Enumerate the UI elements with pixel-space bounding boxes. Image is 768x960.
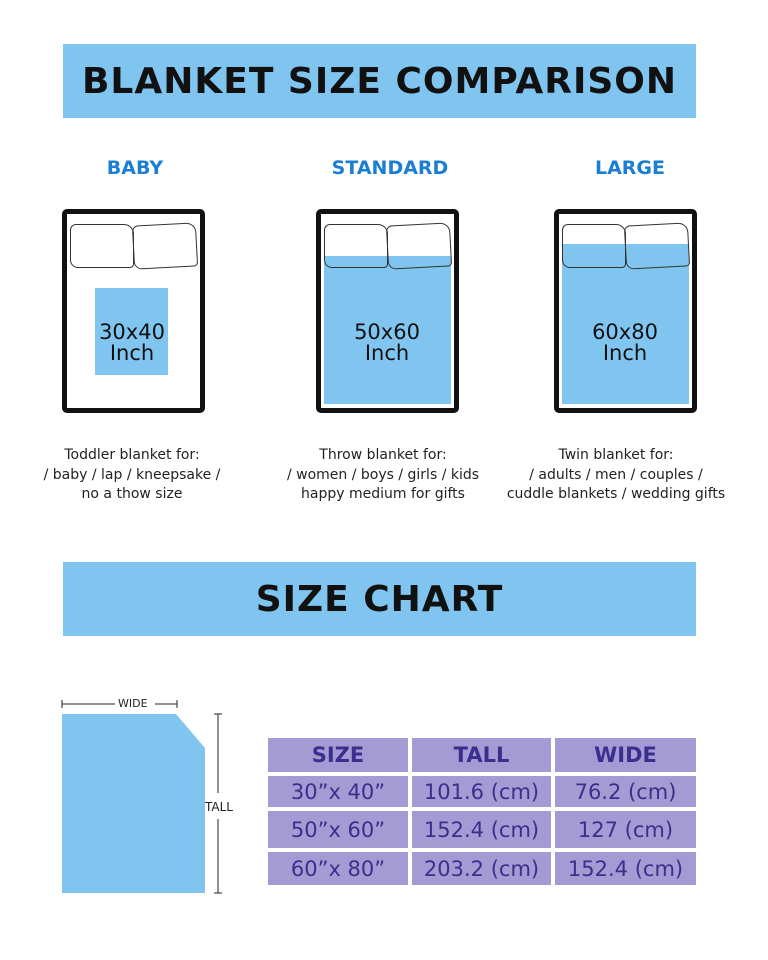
category-large: LARGE: [594, 157, 666, 179]
table-cell: 152.4 (cm): [555, 852, 696, 885]
desc-line: / baby / lap / kneepsake /: [43, 466, 221, 483]
desc-line: Twin blanket for:: [558, 447, 674, 463]
blanket-baby: [95, 288, 168, 375]
size-unit: Inch: [109, 341, 155, 365]
size-value: 50x60: [354, 320, 420, 344]
header-tall: TALL: [412, 738, 551, 772]
pillow-icon: [623, 222, 691, 270]
title-banner: BLANKET SIZE COMPARISON: [63, 44, 696, 118]
description-large: Twin blanket for: / adults / men / couple…: [486, 446, 746, 505]
size-value: 60x80: [592, 320, 658, 344]
blanket-large: [562, 244, 689, 404]
blanket-standard: [324, 256, 451, 404]
size-unit: Inch: [364, 341, 410, 365]
bed-baby: [62, 209, 205, 413]
desc-line: Toddler blanket for:: [64, 447, 200, 463]
header-size: SIZE: [268, 738, 408, 772]
bed-large: [554, 209, 697, 413]
size-chart-banner: SIZE CHART: [63, 562, 696, 636]
desc-line: cuddle blankets / wedding gifts: [506, 486, 726, 502]
table-cell: 76.2 (cm): [555, 776, 696, 807]
desc-line: / women / boys / girls / kids: [286, 466, 480, 483]
table-cell: 50”x 60”: [268, 811, 408, 848]
pillow-icon: [324, 224, 388, 268]
tall-label: TALL: [205, 800, 233, 814]
size-unit: Inch: [602, 341, 648, 365]
description-baby: Toddler blanket for: / baby / lap / kneep…: [2, 446, 262, 505]
size-label-standard: 50x60 Inch: [317, 322, 457, 364]
table-cell: 60”x 80”: [268, 852, 408, 885]
size-chart-title: SIZE CHART: [255, 578, 504, 620]
bed-standard: [316, 209, 459, 413]
size-label-baby: 30x40 Inch: [62, 322, 202, 364]
description-standard: Throw blanket for: / women / boys / girls…: [253, 446, 513, 505]
header-wide: WIDE: [555, 738, 696, 772]
desc-line: / adults / men / couples /: [529, 466, 703, 483]
table-cell: 127 (cm): [555, 811, 696, 848]
category-baby: BABY: [106, 157, 164, 179]
pillow-icon: [131, 222, 199, 270]
blanket-dimension-diagram: [61, 700, 222, 894]
desc-line: Throw blanket for:: [319, 447, 447, 463]
size-value: 30x40: [99, 320, 165, 344]
category-standard: STANDARD: [331, 157, 449, 179]
size-label-large: 60x80 Inch: [555, 322, 695, 364]
wide-label: WIDE: [118, 697, 148, 710]
desc-line: no a thow size: [81, 486, 183, 502]
table-cell: 203.2 (cm): [412, 852, 551, 885]
pillow-icon: [562, 224, 626, 268]
table-cell: 152.4 (cm): [412, 811, 551, 848]
desc-line: happy medium for gifts: [301, 486, 465, 502]
pillow-icon: [385, 222, 453, 270]
blanket-shape: [62, 714, 205, 893]
table-cell: 101.6 (cm): [412, 776, 551, 807]
table-cell: 30”x 40”: [268, 776, 408, 807]
pillow-icon: [70, 224, 134, 268]
page-title: BLANKET SIZE COMPARISON: [81, 60, 678, 102]
